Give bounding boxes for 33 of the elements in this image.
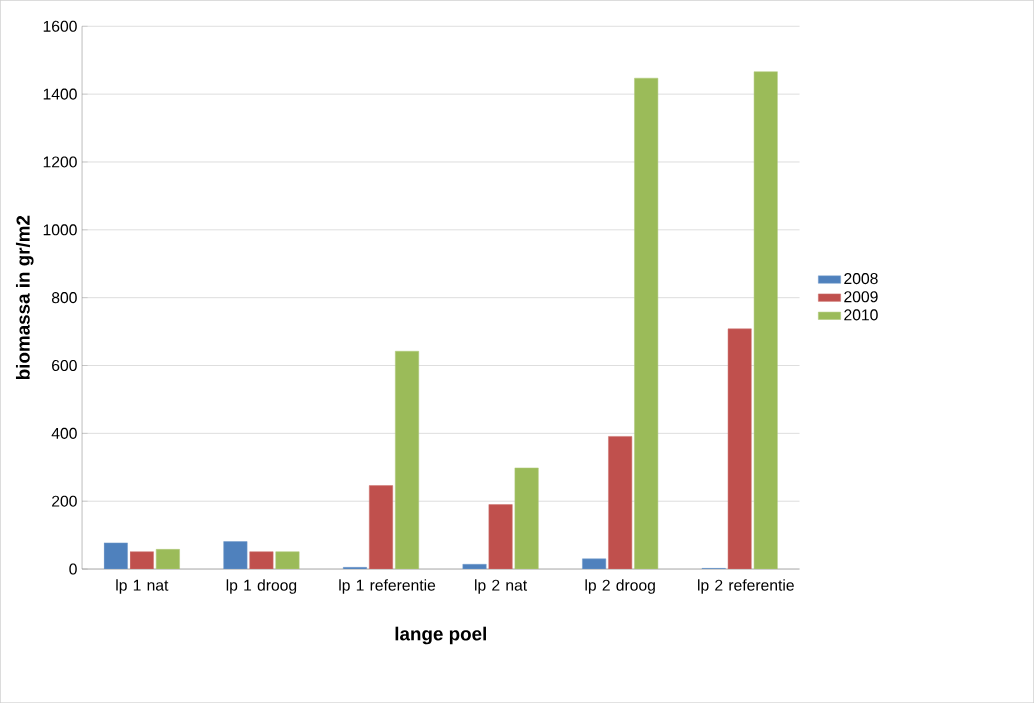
y-tick-label: 200 bbox=[52, 495, 77, 507]
y-tick-label: 400 bbox=[51, 427, 77, 439]
y-tick-label: 1000 bbox=[43, 224, 77, 236]
bar bbox=[634, 77, 659, 569]
bar bbox=[514, 467, 539, 569]
y-tick-label: 0 bbox=[69, 563, 77, 575]
bar bbox=[395, 350, 420, 569]
y-tick-label: 800 bbox=[51, 292, 77, 304]
x-tick-label: lp 1 referentie bbox=[339, 579, 436, 594]
y-tick-label: 1600 bbox=[43, 20, 77, 32]
y-axis-title: biomassa in gr/m2 bbox=[15, 215, 34, 379]
y-tick-label: 1400 bbox=[43, 88, 77, 100]
legend-label: 2010 bbox=[844, 309, 878, 321]
x-axis-title: lange poel bbox=[395, 626, 486, 645]
x-tick-label: lp 2 referentie bbox=[698, 579, 794, 594]
bar bbox=[582, 558, 607, 569]
bar bbox=[753, 71, 778, 569]
y-tick-label: 1200 bbox=[43, 156, 77, 168]
x-tick-label: lp 2 droog bbox=[585, 579, 655, 594]
bar bbox=[275, 551, 300, 569]
bar bbox=[488, 504, 513, 569]
x-tick-label: lp 1 droog bbox=[226, 579, 297, 594]
bar bbox=[223, 541, 248, 569]
legend-label: 2009 bbox=[844, 291, 878, 303]
y-tick-label: 600 bbox=[52, 359, 77, 371]
x-tick-label: lp 2 nat bbox=[475, 579, 528, 594]
bar bbox=[462, 563, 487, 569]
bar bbox=[727, 328, 752, 569]
legend-label: 2008 bbox=[844, 273, 878, 285]
bar bbox=[369, 485, 393, 569]
bar bbox=[608, 436, 633, 569]
x-tick-label: lp 1 nat bbox=[116, 579, 169, 594]
bar bbox=[103, 542, 128, 569]
